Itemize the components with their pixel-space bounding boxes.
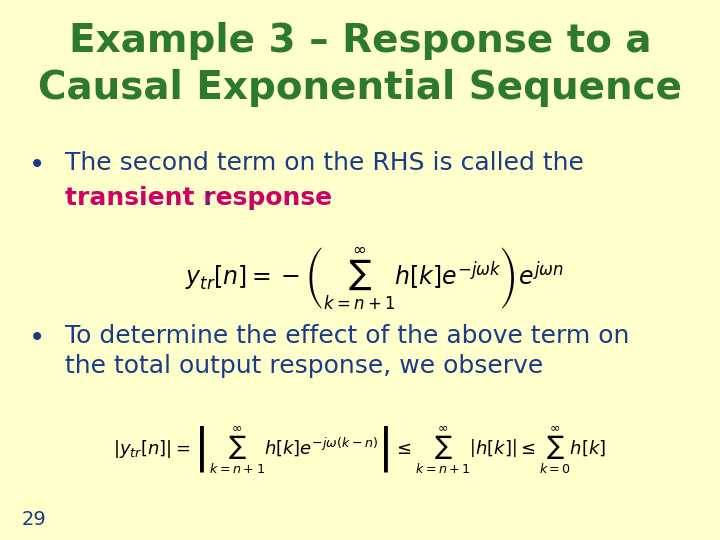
Text: :: : <box>203 186 212 210</box>
Text: The second term on the RHS is called the: The second term on the RHS is called the <box>65 151 584 175</box>
Text: $y_{tr}[n]=-\left(\sum_{k=n+1}^{\infty}h[k]e^{-j\omega k}\right)e^{j\omega n}$: $y_{tr}[n]=-\left(\sum_{k=n+1}^{\infty}h… <box>185 246 564 312</box>
Text: the total output response, we observe: the total output response, we observe <box>65 354 543 377</box>
Text: $\left|y_{tr}[n]\right|=\left|\sum_{k=n+1}^{\infty}h[k]e^{-j\omega(k-n)}\right|\: $\left|y_{tr}[n]\right|=\left|\sum_{k=n+… <box>113 424 607 475</box>
Text: •: • <box>29 151 45 179</box>
Text: Example 3 – Response to a
Causal Exponential Sequence: Example 3 – Response to a Causal Exponen… <box>38 22 682 106</box>
Text: •: • <box>29 324 45 352</box>
Text: transient response: transient response <box>65 186 332 210</box>
Text: To determine the effect of the above term on: To determine the effect of the above ter… <box>65 324 629 348</box>
Text: 29: 29 <box>22 510 46 529</box>
